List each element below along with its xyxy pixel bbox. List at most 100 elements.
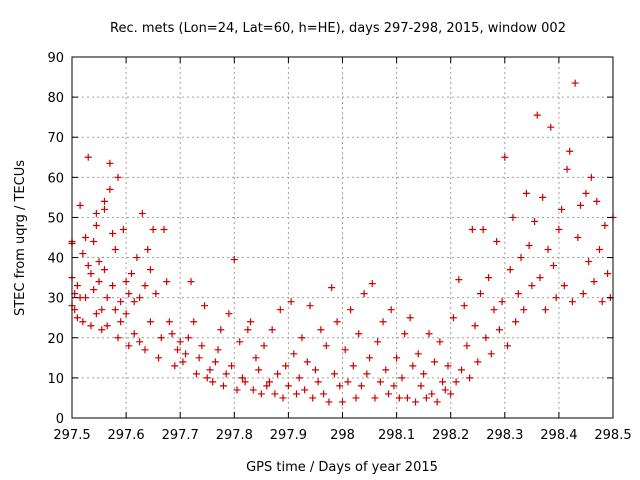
data-point — [314, 378, 322, 386]
data-point — [98, 326, 106, 334]
data-point — [293, 390, 301, 398]
data-point — [422, 394, 430, 402]
data-point — [198, 342, 206, 350]
data-point — [512, 318, 520, 326]
data-point — [114, 334, 122, 342]
data-point — [171, 362, 179, 370]
data-point — [100, 266, 108, 274]
data-point — [317, 326, 325, 334]
data-point — [417, 382, 425, 390]
y-tick-label: 20 — [47, 332, 64, 347]
data-point — [257, 390, 265, 398]
data-point — [384, 390, 392, 398]
data-point — [355, 330, 363, 338]
x-tick-labels: 297.5 297.6 297.7 297.8 297.9 298 298.1 298.2 29… — [53, 428, 631, 443]
data-point — [593, 197, 601, 205]
data-point — [328, 284, 336, 292]
data-point — [82, 234, 90, 241]
data-point — [92, 310, 100, 318]
data-point — [549, 262, 557, 270]
data-point — [114, 173, 122, 181]
data-point — [504, 342, 512, 350]
data-point — [173, 346, 181, 354]
data-point — [471, 322, 479, 330]
data-point — [233, 386, 241, 394]
data-point — [195, 354, 203, 362]
data-point — [447, 390, 455, 398]
data-point — [485, 274, 493, 282]
data-point — [571, 79, 579, 87]
data-point — [298, 334, 306, 342]
data-point — [163, 278, 171, 286]
data-point — [130, 330, 138, 338]
data-point — [320, 390, 328, 398]
data-point — [582, 189, 590, 197]
data-point — [247, 318, 255, 326]
data-point — [206, 366, 214, 374]
data-point — [479, 225, 487, 233]
data-point — [106, 159, 114, 167]
data-point — [100, 205, 108, 213]
data-point — [309, 394, 317, 402]
data-point — [230, 256, 238, 264]
data-point — [125, 290, 133, 298]
y-tick-label: 30 — [47, 292, 64, 307]
data-point — [560, 282, 568, 290]
data-point — [368, 280, 376, 288]
data-point — [579, 290, 587, 298]
data-point — [598, 298, 606, 306]
y-tick-label: 60 — [47, 171, 64, 186]
data-point — [509, 213, 517, 221]
data-point — [474, 358, 482, 366]
data-point — [249, 386, 257, 394]
data-point — [241, 378, 249, 386]
data-point — [73, 314, 81, 322]
data-point — [152, 290, 160, 298]
data-point — [274, 370, 282, 378]
data-point — [84, 153, 92, 161]
data-point — [92, 221, 100, 229]
data-point — [238, 374, 246, 382]
data-point — [590, 278, 598, 286]
data-point — [574, 234, 582, 241]
data-point — [541, 306, 549, 314]
data-point — [490, 306, 498, 314]
data-point — [382, 366, 390, 374]
data-point — [260, 342, 268, 350]
data-point — [92, 209, 100, 217]
data-point — [595, 246, 603, 254]
data-point — [90, 286, 98, 294]
data-point — [371, 394, 379, 402]
data-point — [79, 318, 87, 326]
data-point — [374, 338, 382, 346]
data-point — [146, 318, 154, 326]
data-point — [585, 258, 593, 266]
data-point — [449, 314, 457, 322]
data-point — [182, 350, 190, 358]
data-point — [184, 334, 192, 342]
data-point — [547, 123, 555, 131]
x-tick-label: 298 — [330, 428, 355, 443]
axis-ticks — [71, 56, 614, 419]
data-point — [117, 298, 125, 306]
data-point — [395, 394, 403, 402]
data-point — [341, 346, 349, 354]
data-point — [82, 294, 90, 302]
data-point — [539, 193, 547, 201]
data-point — [466, 374, 474, 382]
data-point — [168, 330, 176, 338]
data-point — [90, 238, 98, 246]
data-point — [577, 201, 585, 209]
data-point — [263, 382, 271, 390]
data-point — [441, 386, 449, 394]
data-point — [604, 270, 612, 278]
x-tick-label: 298.4 — [540, 428, 577, 443]
data-point — [290, 350, 298, 358]
data-point — [111, 306, 119, 314]
data-point — [295, 374, 303, 382]
data-point — [406, 314, 414, 322]
data-point — [347, 306, 355, 314]
data-point — [187, 278, 195, 286]
data-point — [244, 326, 252, 334]
data-point — [387, 306, 395, 314]
